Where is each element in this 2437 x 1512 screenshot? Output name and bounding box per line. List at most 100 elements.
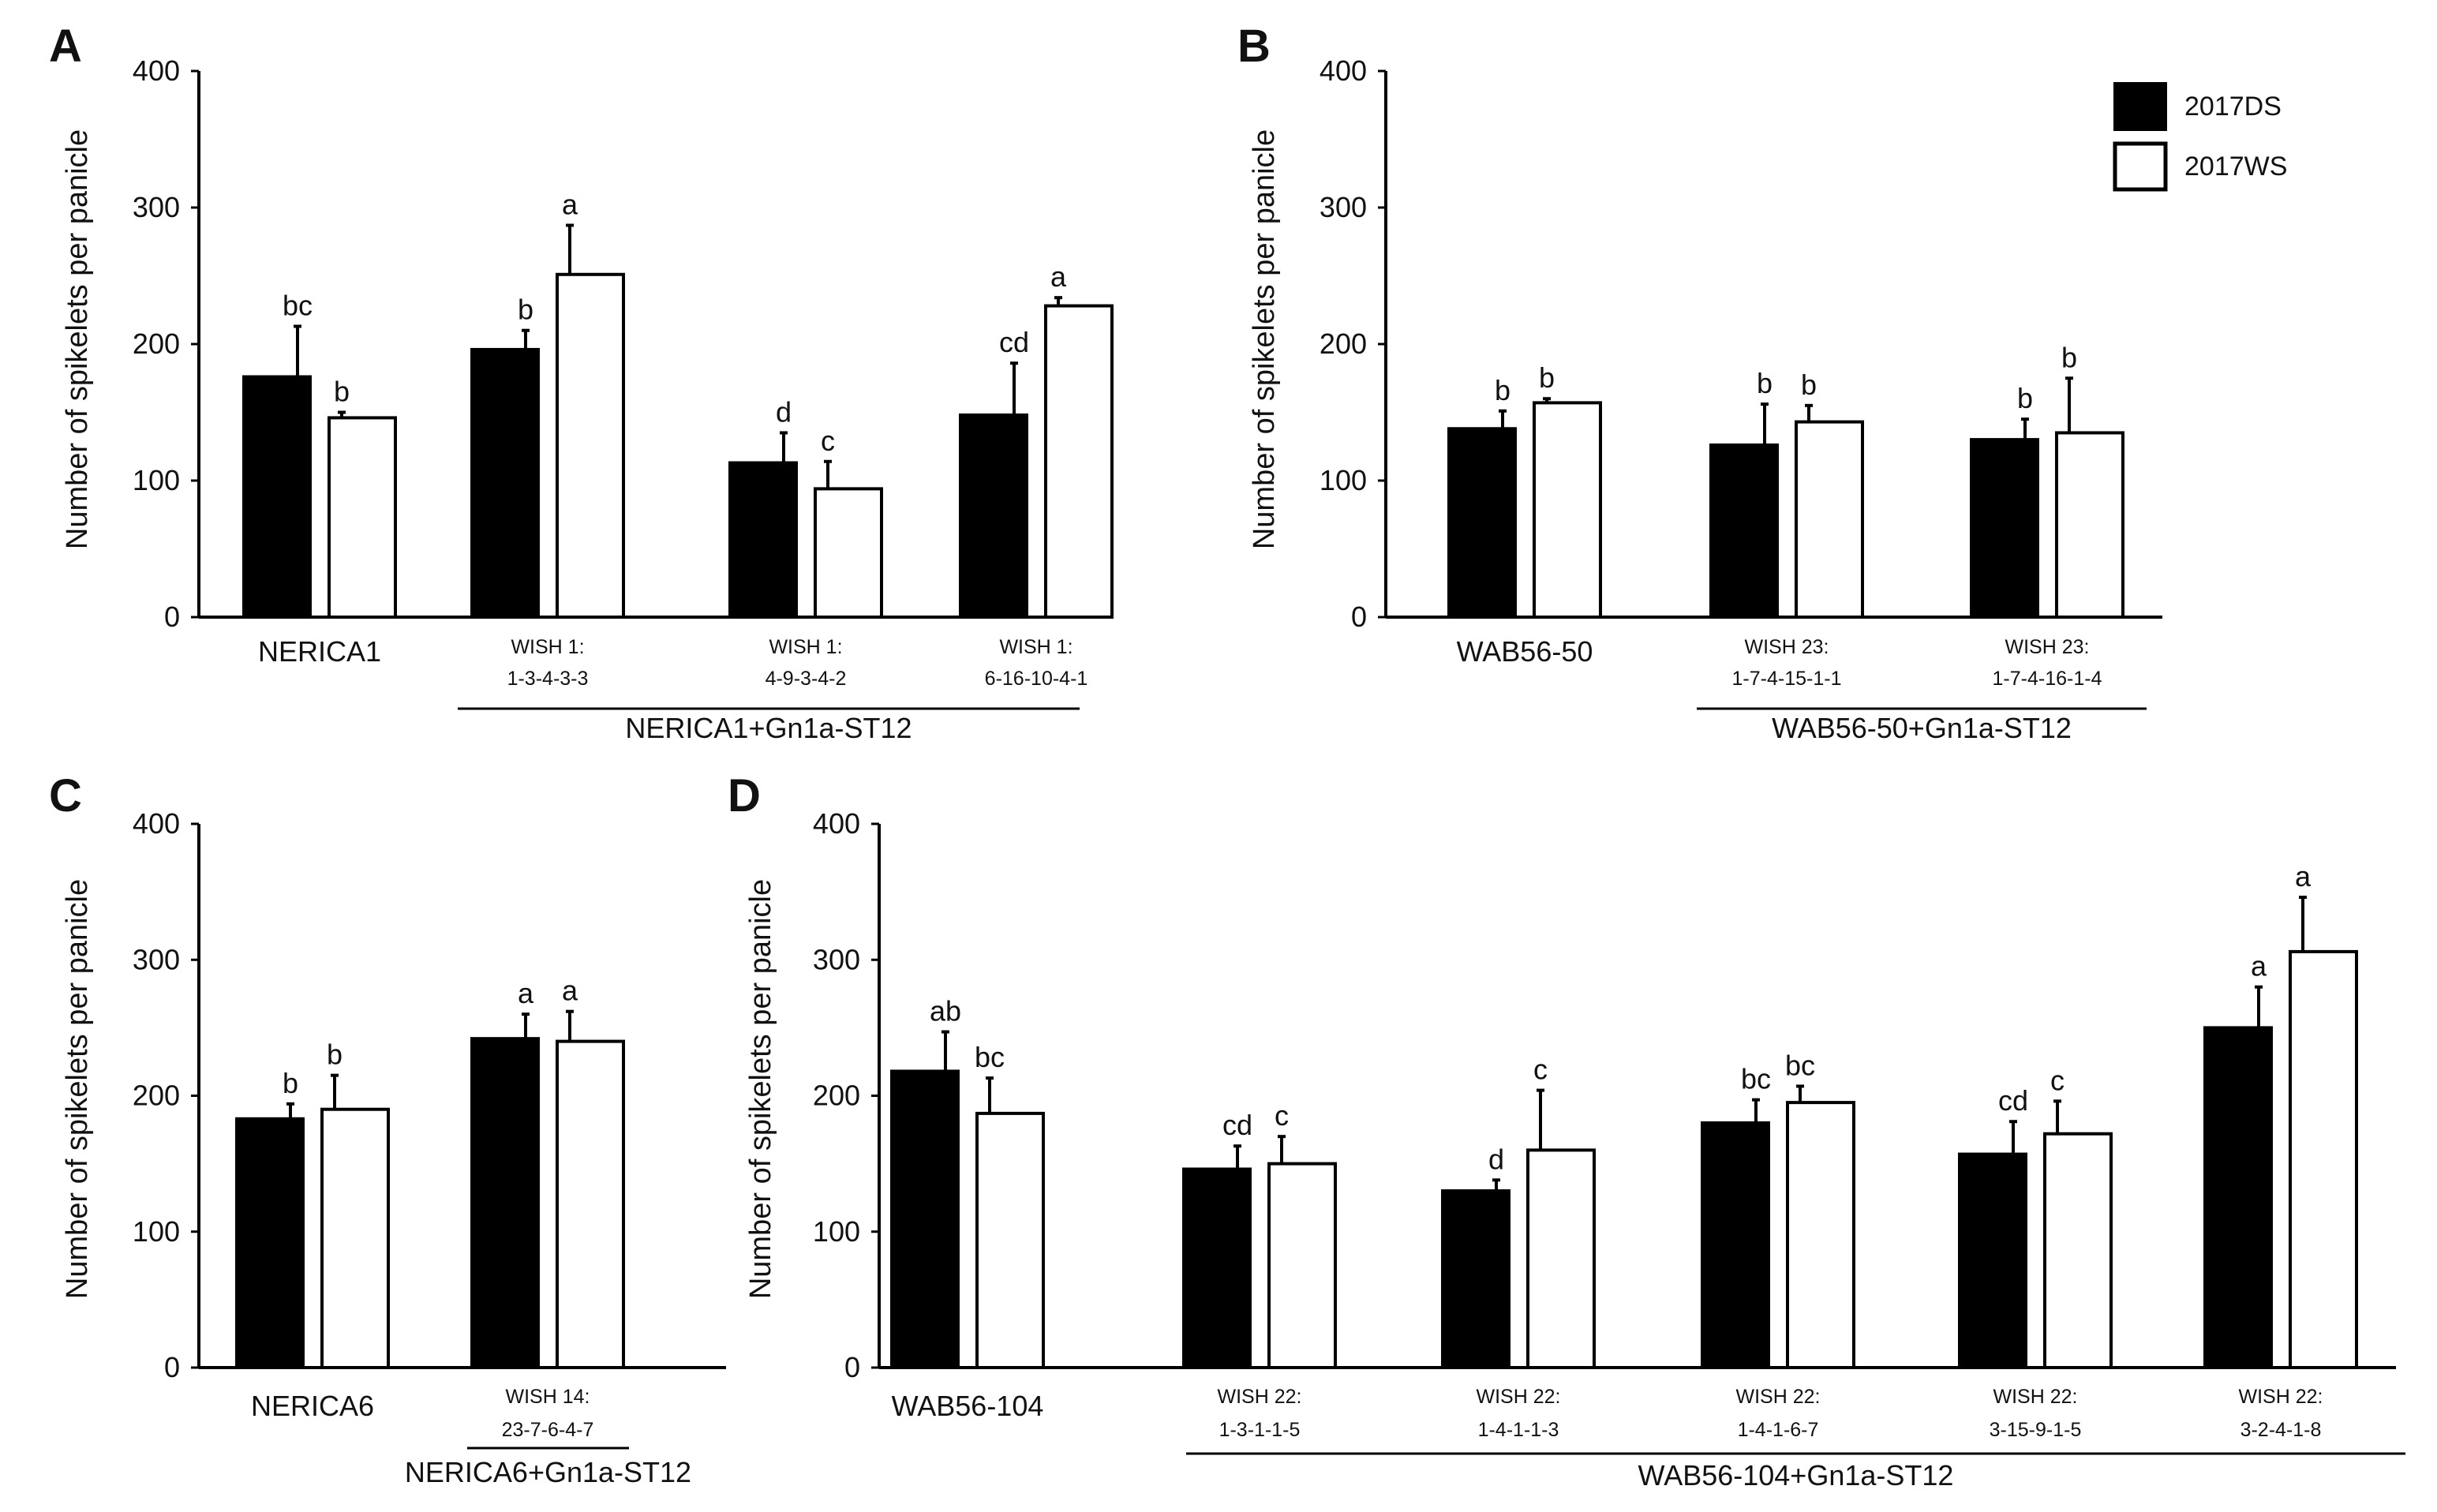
bar-2017ds-1 <box>242 375 312 619</box>
group-label: WAB56-50+Gn1a-ST12 <box>1772 712 2072 744</box>
significance-label: b <box>1539 361 1555 394</box>
significance-label: c <box>2050 1064 2065 1096</box>
y-tick-label: 200 <box>813 1080 860 1112</box>
group-label: NERICA6+Gn1a-ST12 <box>405 1456 691 1488</box>
y-tick-label: 200 <box>133 1080 180 1112</box>
significance-label: a <box>518 977 534 1009</box>
category-label-line: 1-4-1-6-7 <box>1738 1419 1819 1441</box>
y-tick-label: 100 <box>1320 464 1367 496</box>
significance-label: b <box>2017 382 2033 414</box>
group-label: NERICA1+Gn1a-ST12 <box>625 712 912 744</box>
y-tick-label: 400 <box>1320 54 1367 87</box>
significance-label: b <box>1495 374 1510 406</box>
category-label-line: WISH 1: <box>999 636 1073 658</box>
y-tick-label: 0 <box>1351 601 1367 633</box>
bar-2017ws-1 <box>328 416 397 619</box>
significance-label: ab <box>930 995 961 1027</box>
category-label-line: WISH 22: <box>1477 1386 1561 1408</box>
bar-2017ds-3 <box>1970 438 2039 619</box>
bar-2017ws-3 <box>814 487 883 619</box>
panel-letter: C <box>49 770 82 821</box>
bar-2017ws-3 <box>1526 1148 1596 1370</box>
y-tick-label: 200 <box>133 327 180 360</box>
category-label-line: 1-7-4-15-1-1 <box>1732 668 1842 690</box>
bar-2017ds-6 <box>2203 1026 2273 1369</box>
bar-2017ws-1 <box>1533 401 1602 619</box>
legend-label-2017ds: 2017DS <box>2184 92 2282 122</box>
legend-swatch-2017ws <box>2113 141 2168 192</box>
category-label-line: 3-2-4-1-8 <box>2240 1419 2322 1441</box>
significance-label: b <box>283 1067 298 1099</box>
significance-label: a <box>562 188 578 220</box>
significance-label: b <box>1757 367 1773 399</box>
significance-label: bc <box>1785 1049 1815 1081</box>
chart-panel-c: C 0 100 200 300 400 Number of spikelets per pa… <box>49 770 726 1488</box>
category-label-line: 1-4-1-1-3 <box>1478 1419 1559 1441</box>
category-label-line: 1-7-4-16-1-4 <box>1993 668 2102 690</box>
chart-panel-d: D 0 100 200 300 400 Number of spikelets per pa… <box>728 770 2405 1491</box>
category-label-line: WISH 22: <box>1218 1386 1302 1408</box>
chart-panel-b: B 0 100 200 300 400 Number of spikelets per pa… <box>1237 21 2162 744</box>
category-label: NERICA1 <box>258 635 381 668</box>
bar-2017ds-1 <box>235 1117 305 1369</box>
bar-2017ds-2 <box>470 347 540 619</box>
y-axis-label: Number of spikelets per panicle <box>61 879 94 1299</box>
bar-2017ws-1 <box>975 1111 1045 1369</box>
panel-letter: A <box>49 21 82 72</box>
bar-2017ds-4 <box>959 413 1028 619</box>
category-label-line: 4-9-3-4-2 <box>766 668 847 690</box>
significance-label: a <box>2295 860 2312 893</box>
category-label-line: WISH 22: <box>2239 1386 2323 1408</box>
category-label-line: WISH 14: <box>506 1386 590 1408</box>
significance-label: a <box>1050 260 1067 293</box>
significance-label: c <box>821 425 835 457</box>
panel-letter: D <box>728 770 761 821</box>
bar-2017ds-4 <box>1701 1121 1770 1369</box>
significance-label: b <box>327 1039 343 1071</box>
category-label-line: 23-7-6-4-7 <box>502 1419 594 1441</box>
y-axis-label: Number of spikelets per panicle <box>61 129 94 549</box>
bar-2017ds-5 <box>1958 1152 2027 1369</box>
bar-2017ws-2 <box>556 1039 625 1369</box>
y-axis-label: Number of spikelets per panicle <box>744 879 777 1299</box>
y-tick-label: 300 <box>813 943 860 975</box>
y-tick-label: 300 <box>133 943 180 975</box>
bar-2017ds-1 <box>1447 427 1517 619</box>
category-label-line: WISH 23: <box>1745 636 1829 658</box>
y-tick-label: 100 <box>133 464 180 496</box>
bar-2017ws-5 <box>2043 1132 2113 1369</box>
y-tick-label: 300 <box>1320 191 1367 223</box>
category-label-line: 1-3-1-1-5 <box>1219 1419 1301 1441</box>
category-label: NERICA6 <box>251 1390 374 1422</box>
significance-label: d <box>1488 1143 1504 1175</box>
significance-label: bc <box>283 290 313 322</box>
significance-label: b <box>518 294 533 326</box>
legend-label-2017ws: 2017WS <box>2184 152 2287 182</box>
significance-label: cd <box>1998 1084 2028 1117</box>
category-label-line: 3-15-9-1-5 <box>1990 1419 2082 1441</box>
bar-2017ws-4 <box>1786 1101 1855 1370</box>
bar-2017ds-3 <box>1441 1189 1510 1369</box>
significance-label: a <box>2251 950 2267 982</box>
legend-swatch-2017ds <box>2113 82 2167 131</box>
y-tick-label: 400 <box>133 54 180 87</box>
panel-letter: B <box>1237 21 1271 72</box>
significance-label: c <box>1275 1099 1289 1132</box>
y-axis-label: Number of spikelets per panicle <box>1248 129 1281 549</box>
category-label-line: WISH 22: <box>1736 1386 1821 1408</box>
bar-2017ws-3 <box>2055 431 2124 619</box>
category-label-line: 1-3-4-3-3 <box>507 668 589 690</box>
bar-2017ws-1 <box>320 1107 390 1369</box>
significance-label: cd <box>999 326 1029 358</box>
significance-label: c <box>1533 1054 1548 1086</box>
bar-2017ds-2 <box>470 1037 540 1370</box>
bar-2017ws-6 <box>2289 949 2358 1370</box>
y-tick-label: 400 <box>813 807 860 840</box>
significance-label: b <box>2061 341 2077 373</box>
significance-label: bc <box>1741 1063 1771 1095</box>
category-label-line: 6-16-10-4-1 <box>985 668 1088 690</box>
bar-2017ws-2 <box>1267 1162 1337 1369</box>
category-label-line: WISH 22: <box>1993 1386 2078 1408</box>
bar-2017ws-2 <box>1795 420 1864 619</box>
